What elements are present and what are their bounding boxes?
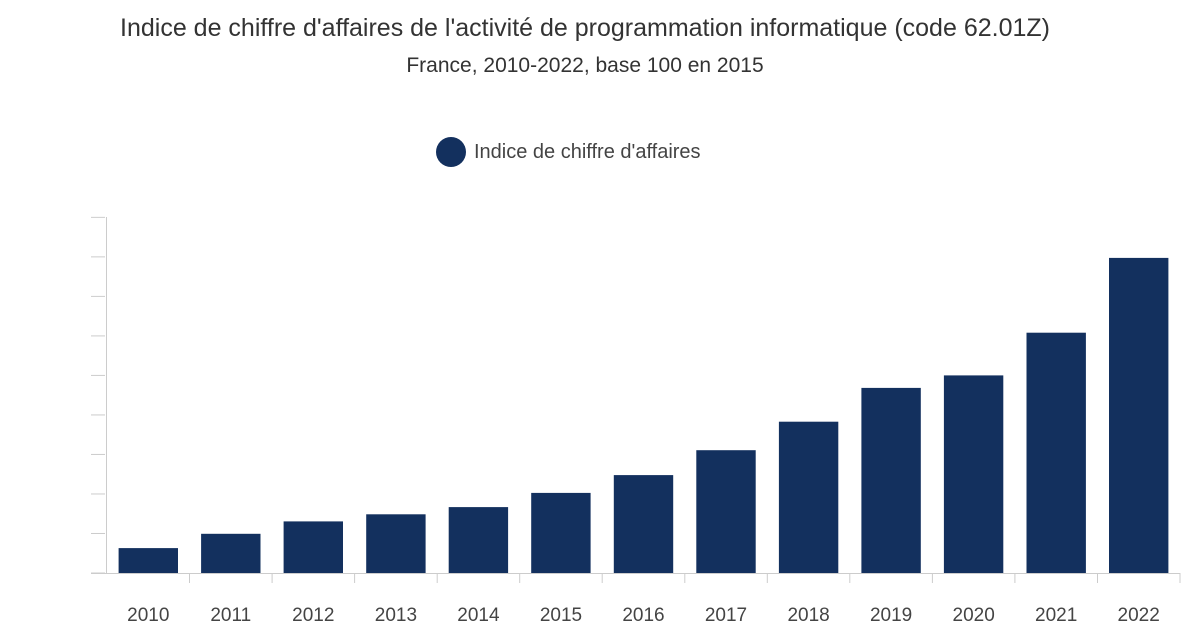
chart-axes	[91, 216, 1181, 583]
bar-2012[interactable]	[283, 521, 343, 573]
bar-2021[interactable]	[1026, 332, 1086, 573]
bar-2017[interactable]	[696, 450, 756, 573]
x-tick-label-2018: 2018	[787, 605, 829, 626]
bar-2011[interactable]	[201, 533, 261, 573]
chart-bars	[118, 257, 1169, 573]
bar-2016[interactable]	[613, 475, 674, 573]
x-tick-label-2010: 2010	[127, 605, 169, 626]
x-tick-labels: 2010 2011 2012 2013 2014 2015 2016 2017 2018 2019…	[127, 605, 1160, 626]
legend-label: Indice de chiffre d'affaires	[474, 140, 701, 163]
x-tick-label-2020: 2020	[953, 605, 995, 626]
bar-2013[interactable]	[366, 514, 426, 573]
x-tick-label-2014: 2014	[457, 605, 500, 626]
bar-2019[interactable]	[861, 387, 921, 573]
bar-2020[interactable]	[943, 375, 1004, 573]
x-tick-label-2016: 2016	[622, 605, 664, 626]
x-tick-label-2022: 2022	[1118, 605, 1160, 626]
chart-legend[interactable]: Indice de chiffre d'affaires	[436, 136, 701, 168]
x-tick-label-2019: 2019	[870, 605, 912, 626]
bar-2015[interactable]	[531, 492, 591, 573]
legend-swatch	[436, 137, 466, 167]
chart-title: Indice de chiffre d'affaires de l'activi…	[120, 14, 1050, 42]
bar-2010[interactable]	[118, 548, 178, 573]
x-tick-label-2013: 2013	[375, 605, 417, 626]
x-tick-label-2021: 2021	[1035, 605, 1077, 626]
x-tick-label-2012: 2012	[292, 605, 334, 626]
x-tick-label-2017: 2017	[705, 605, 747, 626]
bar-2014[interactable]	[448, 507, 509, 573]
x-tick-label-2015: 2015	[540, 605, 582, 626]
chart-subtitle: France, 2010-2022, base 100 en 2015	[406, 54, 764, 77]
bar-2022[interactable]	[1109, 257, 1169, 573]
bar-2018[interactable]	[778, 421, 839, 573]
x-tick-label-2011: 2011	[210, 605, 251, 626]
